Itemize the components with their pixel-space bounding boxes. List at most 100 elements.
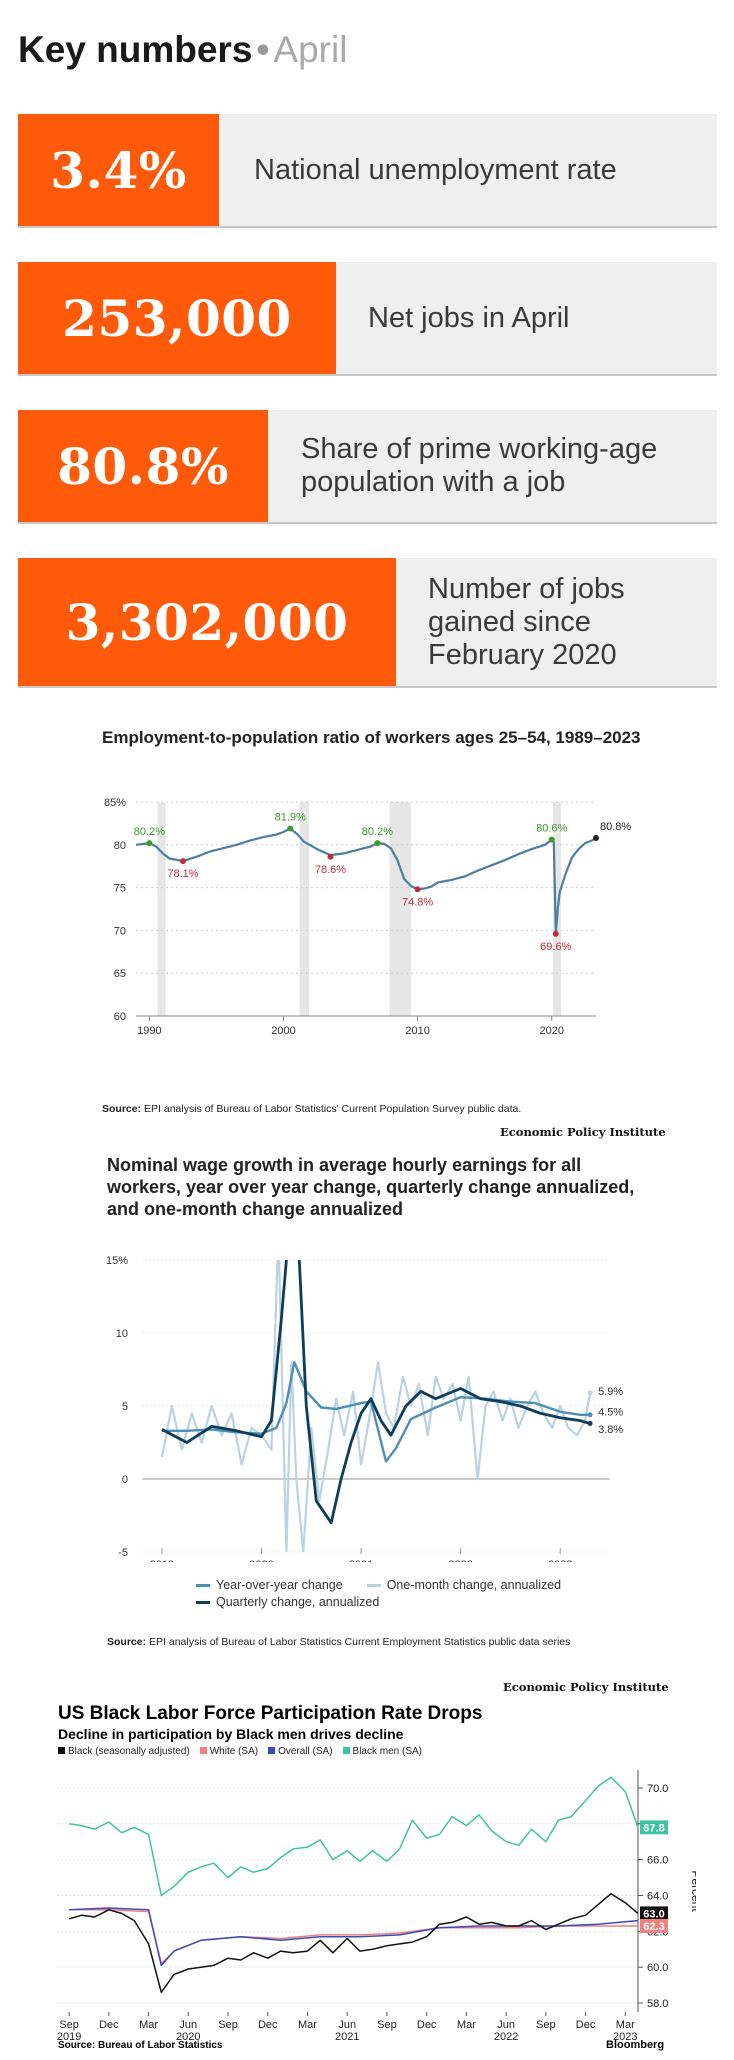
stat-label: National unemployment rate	[254, 153, 617, 186]
y-tick-label: 60.0	[647, 1962, 668, 1974]
chart1-title: Employment-to-population ratio of worker…	[102, 728, 641, 747]
end-label-box	[640, 1918, 668, 1933]
x-tick-label: Mar	[298, 2019, 317, 2031]
y-tick-label: 10	[116, 1328, 128, 1340]
recession-band	[299, 802, 310, 1016]
end-label: 3.8%	[598, 1424, 623, 1436]
x-tick-label: Jun	[338, 2019, 356, 2031]
x-tick-label: 2021	[349, 1559, 373, 1562]
y-tick-label: 58.0	[647, 1998, 668, 2010]
annotation-label: 80.6%	[536, 823, 567, 835]
chart2-legend: Year-over-year change One-month change, …	[196, 1578, 561, 1609]
chart3-svg: 70.068.066.064.062.060.058.0PercentSep20…	[57, 1770, 696, 2040]
end-label: 4.5%	[598, 1406, 623, 1418]
x-tick-year: 2023	[613, 2031, 637, 2040]
end-label: 5.9%	[598, 1386, 623, 1398]
stat-card-jobs-gained: 3,302,000 Number of jobs gained since Fe…	[18, 558, 717, 688]
x-tick-label: Jun	[497, 2019, 515, 2031]
legend-item-month: One-month change, annualized	[366, 1578, 561, 1592]
annotation-label: 80.2%	[362, 826, 393, 838]
chart1-source-text: EPI analysis of Bureau of Labor Statisti…	[144, 1103, 522, 1115]
end-label: 67.8	[643, 1822, 664, 1834]
x-tick-label: Sep	[59, 2019, 79, 2031]
annotation-marker	[327, 853, 334, 860]
end-label-box	[640, 1820, 668, 1835]
x-tick-label: Mar	[616, 2019, 635, 2031]
annotation-label: 80.2%	[134, 826, 165, 838]
chart1-source: Source: EPI analysis of Bureau of Labor …	[102, 1103, 522, 1115]
end-marker	[587, 1421, 593, 1427]
annotation-label: 80.8%	[600, 821, 631, 833]
x-tick-label: Sep	[536, 2019, 556, 2031]
bloomberg-logo: Bloomberg	[606, 2039, 665, 2051]
x-tick-label: Jun	[179, 2019, 197, 2031]
x-tick-label: Dec	[99, 2019, 119, 2031]
y-tick-label: 75	[114, 883, 126, 895]
annotation-label: 78.1%	[167, 868, 198, 880]
x-tick-label: Mar	[139, 2019, 158, 2031]
annotation-label: 78.6%	[315, 864, 346, 876]
x-tick-label: Sep	[377, 2019, 397, 2031]
chart3-source-text: Bureau of Labor Statistics	[98, 2040, 223, 2051]
end-label-box	[640, 1906, 668, 1921]
annotation-marker	[593, 834, 599, 841]
annotation-marker	[287, 825, 294, 832]
chart3-subtitle: Decline in participation by Black men dr…	[58, 1726, 404, 1742]
x-tick-label: Dec	[258, 2019, 278, 2031]
y-tick-label: 64.0	[647, 1890, 668, 1902]
chart2-source: Source: EPI analysis of Bureau of Labor …	[107, 1636, 571, 1648]
y-tick-label: 70.0	[647, 1783, 668, 1795]
x-tick-label: Dec	[576, 2019, 596, 2031]
y-tick-label: 60	[114, 1011, 126, 1023]
legend-item-overall: Overall (SA)	[268, 1746, 333, 1757]
annotation-label: 69.6%	[540, 941, 571, 953]
x-tick-label: 1990	[137, 1025, 161, 1037]
stat-card-net-jobs: 253,000 Net jobs in April	[18, 262, 717, 376]
series-line-quarterly	[161, 1260, 591, 1525]
x-tick-label: 2020	[540, 1025, 564, 1037]
y-tick-label: 70	[114, 925, 126, 937]
series-line-yoy	[161, 1361, 591, 1463]
stat-card-unemployment: 3.4% National unemployment rate	[18, 114, 717, 228]
stat-value: 3,302,000	[18, 558, 396, 686]
legend-item-black: Black (seasonally adjusted)	[58, 1746, 190, 1757]
y-tick-label: 66.0	[647, 1855, 668, 1867]
chart2-svg: 15% 10 5 0 -5 2019 2020 2021 2022 2023 5.9% 4.5% 3.8…	[106, 1255, 623, 1562]
legend-item-white: White (SA)	[199, 1746, 258, 1757]
x-tick-year: 2021	[335, 2031, 359, 2040]
annotation-marker	[548, 836, 555, 843]
annotation-marker	[374, 840, 381, 847]
series-line-epop	[135, 827, 597, 935]
page-month: April	[273, 29, 348, 70]
annotation-marker	[552, 930, 559, 937]
stat-value: 253,000	[18, 262, 336, 374]
x-tick-year: 2020	[176, 2031, 200, 2040]
page-header: Key numbers • April	[18, 26, 347, 74]
series-line-black-men	[68, 1776, 639, 1897]
chart2-source-text: EPI analysis of Bureau of Labor Statisti…	[149, 1636, 571, 1648]
chart3-source: Source: Bureau of Labor Statistics	[58, 2040, 223, 2051]
x-tick-label: Mar	[457, 2019, 476, 2031]
annotation-marker	[414, 886, 421, 893]
stat-label: Number of jobs gained since February 202…	[428, 572, 625, 671]
chart1-svg: 85% 80 75 70 65 60 1990 2000 2010 2020 80.2% 78.1% 8…	[104, 797, 631, 1037]
series-line-month	[160, 1260, 592, 1552]
chart3-title: US Black Labor Force Participation Rate …	[58, 1703, 483, 1724]
x-tick-label: Sep	[218, 2019, 238, 2031]
x-tick-label: 2022	[448, 1559, 472, 1562]
stat-card-prime-age-share: 80.8% Share of prime working-age populat…	[18, 410, 717, 524]
x-tick-label: 2020	[249, 1559, 273, 1562]
end-marker	[587, 1412, 593, 1418]
stat-value: 3.4%	[18, 114, 219, 226]
x-tick-year: 2022	[494, 2031, 518, 2040]
y-tick-label: 0	[122, 1474, 128, 1486]
series-line-overall	[69, 1907, 639, 1967]
stat-value: 80.8%	[18, 410, 268, 522]
y-tick-label: 80	[114, 840, 126, 852]
x-tick-label: 2023	[548, 1559, 572, 1562]
chart2-credit: Economic Policy Institute	[503, 1680, 669, 1694]
x-tick-label: 2010	[405, 1025, 429, 1037]
end-label: 62.3	[643, 1921, 664, 1933]
legend-item-quarterly: Quarterly change, annualized	[196, 1595, 561, 1609]
series-line-black	[68, 1892, 639, 1994]
